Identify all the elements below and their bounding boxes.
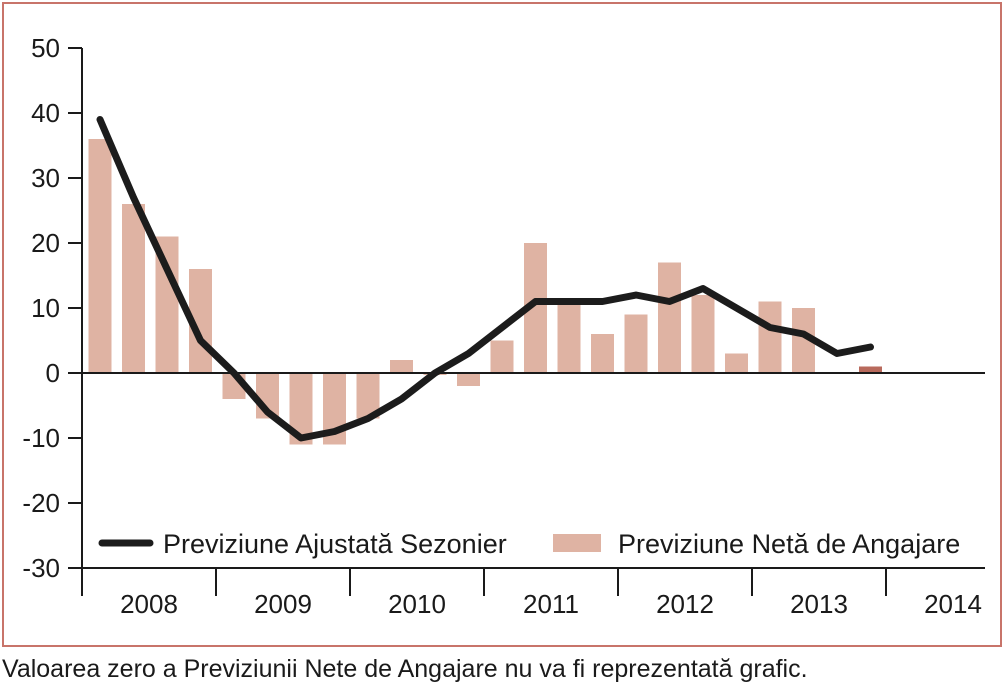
- bar: [457, 373, 480, 386]
- x-tick-label: 2013: [790, 589, 848, 619]
- bar: [725, 353, 748, 373]
- adjusted-series-line: [96, 116, 874, 442]
- y-tick-label: -30: [22, 553, 60, 583]
- bar: [758, 301, 782, 373]
- bar: [390, 360, 413, 373]
- y-tick-label: 10: [31, 293, 60, 323]
- y-tick-label: 0: [46, 358, 60, 388]
- footnote: Valoarea zero a Previziunii Nete de Anga…: [2, 655, 808, 683]
- y-tick-label: 40: [31, 98, 60, 128]
- x-tick-label: 2014: [924, 589, 982, 619]
- legend-label-adjusted: Previziune Ajustată Sezonier: [163, 529, 507, 559]
- bar: [88, 139, 112, 373]
- bar: [356, 373, 380, 419]
- x-tick-label: 2008: [120, 589, 178, 619]
- bar: [691, 295, 715, 373]
- legend-label-net: Previziune Netă de Angajare: [618, 529, 960, 559]
- y-tick-label: -10: [22, 423, 60, 453]
- y-tick-label: 50: [31, 33, 60, 63]
- y-tick-label: -20: [22, 488, 60, 518]
- y-tick-label: 20: [31, 228, 60, 258]
- bar: [624, 314, 648, 373]
- bar: [524, 243, 547, 373]
- x-tick-label: 2012: [656, 589, 714, 619]
- bar: [591, 334, 614, 373]
- bar: [122, 204, 145, 373]
- bar: [792, 308, 815, 373]
- legend-bar-swatch: [553, 534, 601, 552]
- bar: [859, 366, 882, 373]
- x-tick-label: 2009: [254, 589, 312, 619]
- x-tick-label: 2010: [388, 589, 446, 619]
- bar: [490, 340, 514, 373]
- y-tick-label: 30: [31, 163, 60, 193]
- bar: [289, 373, 313, 445]
- bar: [557, 301, 581, 373]
- bar: [155, 236, 179, 373]
- chart-frame: [2, 2, 1002, 647]
- bar: [658, 262, 681, 373]
- x-tick-label: 2011: [523, 589, 579, 619]
